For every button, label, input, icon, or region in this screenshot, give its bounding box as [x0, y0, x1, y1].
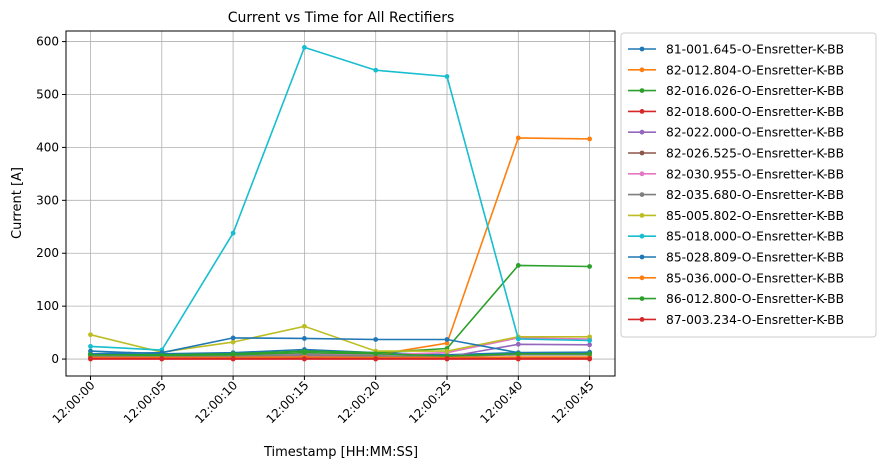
- legend-label: 85-028.809-O-Ensretter-K-BB: [666, 251, 844, 265]
- x-tick-label: 12:00:45: [549, 378, 597, 426]
- data-point: [515, 351, 521, 357]
- data-point: [230, 352, 236, 358]
- data-point: [88, 356, 93, 361]
- data-point: [88, 332, 93, 338]
- legend-marker: [639, 213, 645, 218]
- data-point: [302, 323, 307, 329]
- legend-marker: [639, 192, 645, 198]
- series-line: [90, 337, 590, 355]
- data-point: [88, 352, 93, 358]
- y-tick-label: 600: [36, 35, 59, 49]
- data-point: [515, 341, 521, 347]
- data-point: [515, 336, 521, 342]
- data-point: [302, 356, 307, 361]
- y-tick-label: 400: [36, 140, 59, 154]
- legend-label: 82-016.026-O-Ensretter-K-BB: [666, 84, 844, 98]
- data-point: [444, 340, 450, 346]
- y-tick-label: 500: [36, 87, 59, 101]
- legend-marker: [639, 296, 645, 301]
- plot-frame: [65, 30, 616, 377]
- data-point: [587, 342, 592, 348]
- legend-label: 82-030.955-O-Ensretter-K-BB: [666, 167, 844, 181]
- data-point: [587, 351, 592, 357]
- data-point: [373, 67, 379, 73]
- data-point: [515, 135, 521, 141]
- data-point: [444, 74, 450, 79]
- x-tick-label: 12:00:10: [192, 378, 240, 426]
- legend-frame: [620, 32, 877, 338]
- legend-label: 85-005.802-O-Ensretter-K-BB: [666, 209, 844, 223]
- x-tick-label: 12:00:05: [121, 378, 169, 426]
- series-line: [90, 46, 590, 351]
- legend-marker: [639, 109, 645, 114]
- legend-label: 85-036.000-O-Ensretter-K-BB: [666, 271, 844, 285]
- legend-marker: [639, 150, 645, 156]
- data-point: [230, 356, 236, 361]
- data-point: [230, 335, 236, 341]
- data-point: [373, 351, 379, 357]
- x-tick-label: 12:00:40: [477, 378, 525, 426]
- data-point: [444, 356, 450, 361]
- y-axis-label: Current [A]: [10, 167, 25, 239]
- legend-label: 82-022.000-O-Ensretter-K-BB: [666, 126, 844, 140]
- data-point: [587, 136, 592, 142]
- data-point: [88, 343, 93, 349]
- legend: 81-001.645-O-Ensretter-K-BB 82-012.804-O-…: [620, 32, 877, 338]
- legend-marker: [639, 129, 645, 135]
- data-point: [302, 336, 307, 341]
- legend-marker: [639, 275, 645, 281]
- data-point: [302, 350, 307, 356]
- legend-marker: [639, 317, 645, 322]
- legend-marker: [639, 171, 645, 177]
- series-line: [90, 356, 590, 359]
- data-point: [230, 230, 236, 236]
- data-point: [159, 356, 165, 361]
- data-point: [515, 356, 521, 361]
- x-axis-label: Timestamp [HH:MM:SS]: [263, 445, 418, 460]
- data-point: [230, 339, 236, 345]
- legend-label: 86-012.800-O-Ensretter-K-BB: [666, 292, 844, 306]
- legend-label: 85-018.000-O-Ensretter-K-BB: [666, 230, 844, 244]
- series-line: [90, 264, 590, 356]
- data-point: [587, 338, 592, 343]
- x-tick-label: 12:00:25: [406, 378, 454, 426]
- x-tick-label: 12:00:15: [264, 378, 312, 426]
- data-point: [444, 337, 450, 342]
- legend-marker: [639, 254, 645, 260]
- legend-marker: [639, 46, 645, 52]
- y-tick-label: 100: [36, 299, 59, 313]
- data-point: [587, 356, 592, 361]
- data-point: [587, 334, 592, 340]
- chart-title: Current vs Time for All Rectifiers: [228, 10, 455, 26]
- legend-label: 81-001.645-O-Ensretter-K-BB: [666, 43, 844, 57]
- data-point: [515, 263, 521, 268]
- legend-marker: [639, 88, 645, 93]
- y-tick-label: 200: [36, 246, 59, 260]
- data-point: [373, 356, 379, 361]
- legend-label: 82-018.600-O-Ensretter-K-BB: [666, 105, 844, 119]
- legend-label: 82-035.680-O-Ensretter-K-BB: [666, 188, 844, 202]
- legend-marker: [639, 67, 645, 73]
- legend-label: 82-012.804-O-Ensretter-K-BB: [666, 63, 844, 77]
- x-axis-ticks: 12:00:00 12:00:05 12:00:10 12:00:15 12:00:20…: [50, 376, 597, 426]
- y-axis-ticks: 0 100 200 300 400 500 600: [36, 35, 66, 366]
- series-lines: [88, 45, 592, 362]
- x-tick-label: 12:00:00: [50, 378, 98, 426]
- y-tick-label: 0: [51, 352, 59, 366]
- grid: [66, 31, 615, 376]
- x-tick-label: 12:00:20: [335, 378, 383, 426]
- data-point: [373, 337, 379, 342]
- series-line: [90, 351, 590, 357]
- legend-marker: [639, 233, 645, 239]
- legend-label: 87-003.234-O-Ensretter-K-BB: [666, 313, 844, 327]
- data-point: [302, 45, 307, 50]
- data-point: [587, 264, 592, 269]
- legend-label: 82-026.525-O-Ensretter-K-BB: [666, 147, 844, 161]
- y-tick-label: 300: [36, 193, 59, 207]
- data-point: [444, 348, 450, 354]
